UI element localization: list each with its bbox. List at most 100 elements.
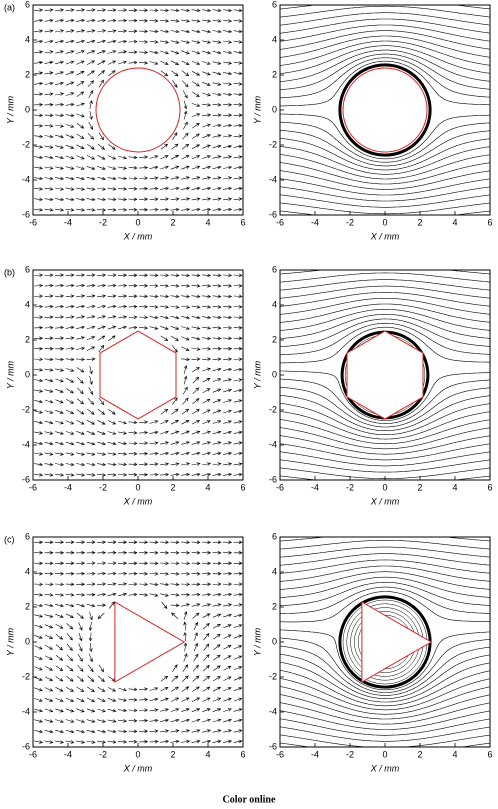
y-tick-label: 6 [25,264,30,274]
panel: -6 -4 -2 0 2 4 6 -6 -4 -2 0 2 4 6 X / mm Y / mm [252,0,492,241]
x-axis-label: X / mm [370,496,400,506]
y-axis-label: Y / mm [252,627,262,656]
y-tick-label: -6 [269,741,277,751]
y-tick-label: -2 [22,404,30,414]
x-tick-label: 0 [382,749,387,759]
x-tick-label: 6 [240,749,245,759]
streamlines [280,270,490,480]
x-tick-label: 4 [452,749,457,759]
y-axis-label: Y / mm [252,95,262,124]
y-tick-label: 0 [25,369,30,379]
x-axis-label: X / mm [370,763,400,773]
panel-label: (c) [4,534,15,544]
streamlines [280,5,490,215]
panel-label: (b) [4,267,15,277]
x-tick-label: -6 [276,482,284,492]
x-tick-label: 0 [135,482,140,492]
vector-arrows [34,540,243,744]
x-tick-label: -2 [99,749,107,759]
y-axis-label: Y / mm [5,95,15,124]
y-tick-label: 4 [272,566,277,576]
y-tick-label: -2 [22,671,30,681]
x-axis-label: X / mm [123,496,153,506]
y-tick-label: 4 [25,566,30,576]
y-tick-label: 6 [272,0,277,9]
flow-field [34,540,243,744]
x-tick-label: 2 [170,749,175,759]
x-tick-label: 6 [240,217,245,227]
x-tick-label: -4 [64,217,72,227]
x-tick-label: 4 [205,749,210,759]
y-tick-label: 2 [272,334,277,344]
x-tick-label: -4 [64,482,72,492]
y-tick-label: -6 [22,209,30,219]
y-tick-label: -6 [269,474,277,484]
y-axis-label: Y / mm [5,627,15,656]
x-tick-label: -2 [346,217,354,227]
x-tick-label: 6 [487,217,492,227]
x-tick-label: 2 [417,749,422,759]
x-tick-label: 2 [417,482,422,492]
x-tick-label: -2 [99,217,107,227]
y-axis-label: Y / mm [252,360,262,389]
x-tick-label: 6 [487,482,492,492]
y-tick-label: 6 [272,531,277,541]
flow-field [34,8,243,212]
obstacle [342,67,428,153]
panel: -6 -4 -2 0 2 4 6 -6 -4 -2 0 2 4 6 X / mm Y / mm [252,531,492,773]
y-tick-label: -4 [269,706,277,716]
obstacle [99,330,177,420]
x-tick-label: 0 [382,217,387,227]
panel-label: (a) [4,2,15,12]
x-tick-label: 2 [417,217,422,227]
y-axis-label: Y / mm [5,360,15,389]
y-tick-label: 0 [272,104,277,114]
x-tick-label: 2 [170,482,175,492]
x-tick-label: -4 [311,749,319,759]
obstacle [361,601,433,683]
x-axis-label: X / mm [370,231,400,241]
vector-arrows [34,8,243,212]
y-tick-label: 2 [272,601,277,611]
y-tick-label: -2 [22,139,30,149]
x-tick-label: -6 [276,749,284,759]
y-tick-label: 2 [272,69,277,79]
panel: -6 -4 -2 0 2 4 6 -6 -4 -2 0 2 4 6 X / mm Y / mm (c) [4,531,246,773]
flow-field [34,273,243,477]
y-tick-label: 2 [25,601,30,611]
y-tick-label: 6 [272,264,277,274]
y-tick-label: -6 [22,741,30,751]
x-tick-label: 4 [452,217,457,227]
panel: -6 -4 -2 0 2 4 6 -6 -4 -2 0 2 4 6 X / mm Y / mm [252,264,492,506]
x-tick-label: -6 [29,482,37,492]
y-tick-label: 2 [25,69,30,79]
x-tick-label: -2 [346,482,354,492]
y-tick-label: 0 [272,369,277,379]
y-tick-label: -4 [22,706,30,716]
y-tick-label: 2 [25,334,30,344]
x-tick-label: 2 [170,217,175,227]
y-tick-label: -2 [269,671,277,681]
x-tick-label: 0 [135,749,140,759]
y-tick-label: 4 [25,299,30,309]
x-tick-label: -4 [64,749,72,759]
x-tick-label: -4 [311,482,319,492]
x-tick-label: 0 [382,482,387,492]
obstacle [114,601,186,683]
x-tick-label: -4 [311,217,319,227]
y-tick-label: 4 [272,299,277,309]
y-tick-label: -4 [269,174,277,184]
x-tick-label: -6 [276,217,284,227]
y-tick-label: 4 [25,34,30,44]
y-tick-label: -4 [22,439,30,449]
y-tick-label: -2 [269,404,277,414]
y-tick-label: 6 [25,531,30,541]
y-tick-label: 0 [25,636,30,646]
y-tick-label: 0 [272,636,277,646]
y-tick-label: -6 [22,474,30,484]
y-tick-label: 6 [25,0,30,9]
x-tick-label: 4 [205,482,210,492]
x-tick-label: -2 [99,482,107,492]
obstacle [95,67,181,153]
